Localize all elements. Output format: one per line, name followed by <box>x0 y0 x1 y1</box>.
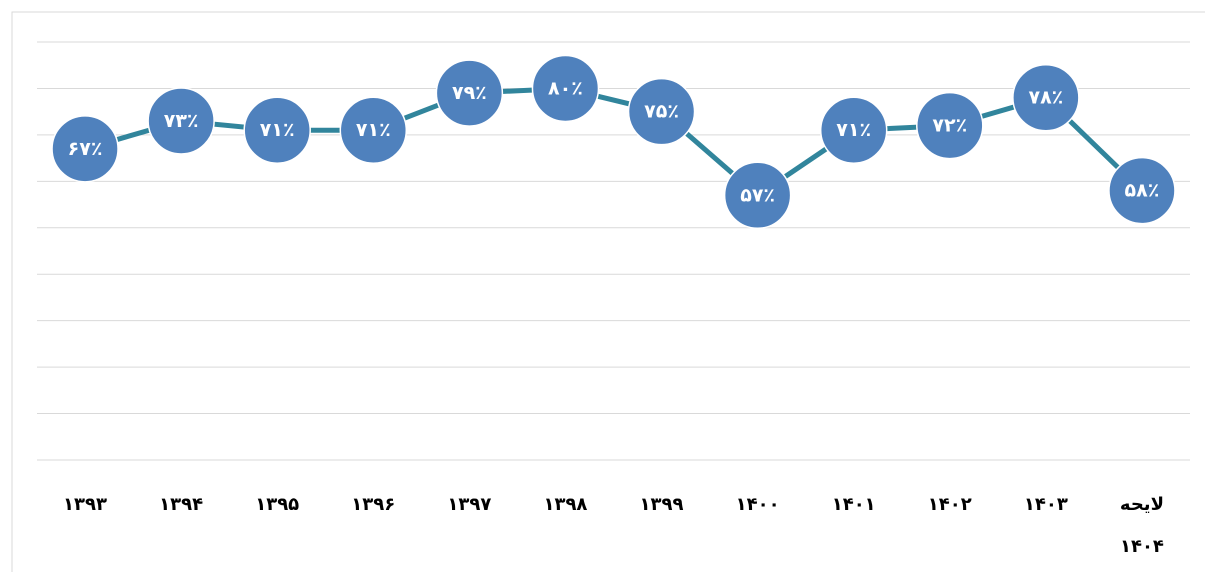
data-label: ۷۱٪ <box>260 119 295 141</box>
x-tick-label: ۱۴۰۳ <box>1023 494 1068 515</box>
marker <box>531 54 600 123</box>
data-label: ۸۰٪ <box>548 77 583 99</box>
x-tick-label: ۱۳۹۳ <box>63 494 107 515</box>
chart-frame <box>11 11 1205 572</box>
data-label: ۷۸٪ <box>1028 87 1063 109</box>
marker <box>435 59 504 127</box>
marker <box>627 77 696 146</box>
data-label: ۵۸٪ <box>1125 180 1160 202</box>
data-label: ۷۱٪ <box>356 119 391 141</box>
x-tick-label: ۱۳۹۹ <box>639 494 684 515</box>
x-tick-label: ۱۳۹۷ <box>447 494 492 515</box>
x-tick-label: ۱۳۹۴ <box>159 494 204 515</box>
x-tick-label: ۱۴۰۲ <box>927 494 972 515</box>
line <box>84 85 1144 198</box>
data-label: ۶۷٪ <box>68 138 103 160</box>
marker <box>243 96 311 164</box>
x-tick-label: ۱۳۹۶ <box>351 494 396 515</box>
marker <box>51 115 119 183</box>
marker <box>819 96 888 164</box>
marker <box>1108 156 1176 225</box>
marker <box>723 161 792 230</box>
x-tick-label: ۱۴۰۰ <box>735 494 780 515</box>
marker <box>147 87 215 155</box>
data-label: ۷۹٪ <box>452 82 487 104</box>
data-label: ۵۷٪ <box>740 184 775 206</box>
x-tick-label: ۱۴۰۱ <box>831 494 876 515</box>
x-tick-label: لایحه ۱۴۰۴ <box>1119 494 1164 557</box>
data-label: ۷۲٪ <box>932 115 967 137</box>
x-tick-label: ۱۳۹۵ <box>255 494 300 515</box>
data-label: ۷۱٪ <box>836 119 871 141</box>
marker <box>339 96 408 164</box>
data-label: ۷۳٪ <box>164 110 199 132</box>
x-tick-label: ۱۳۹۸ <box>543 494 588 515</box>
marker <box>916 91 984 160</box>
data-label: ۷۵٪ <box>644 101 679 123</box>
marker <box>1012 63 1080 132</box>
